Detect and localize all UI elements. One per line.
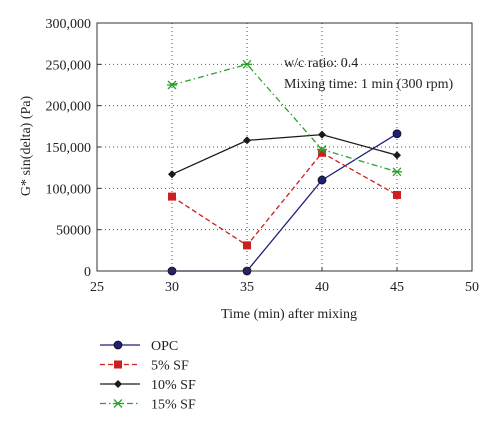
series-line [171, 151, 398, 247]
data-point [167, 80, 177, 90]
legend-item: 15% SF [100, 398, 196, 413]
legend: OPC 5% SF 10% SF 15% SF [100, 339, 196, 413]
legend-label: OPC [151, 339, 178, 354]
x-axis-label: Time (min) after mixing [221, 307, 357, 322]
x-tick-label: 25 [90, 280, 104, 295]
series-2 [168, 130, 401, 179]
series-3 [167, 59, 402, 177]
y-tick-label: 200,000 [46, 100, 92, 115]
series-line [172, 133, 398, 272]
axis-ticks: 25 30 35 40 45 50 0 50000 100,000 150,000 200,000 2… [46, 17, 480, 295]
data-point [393, 190, 401, 199]
y-tick-label: 0 [84, 265, 91, 280]
series-0 [167, 129, 402, 276]
y-tick-label: 50000 [56, 224, 91, 239]
data-point [392, 129, 402, 139]
y-tick-label: 300,000 [46, 17, 92, 32]
data-point [393, 151, 401, 160]
legend-item: 10% SF [100, 378, 196, 393]
legend-swatch-marker [113, 340, 123, 350]
y-tick-label: 250,000 [46, 58, 92, 73]
legend-label: 5% SF [151, 359, 189, 374]
legend-swatch-marker [114, 360, 122, 369]
data-point [168, 170, 176, 179]
x-tick-label: 35 [240, 280, 254, 295]
y-tick-label: 100,000 [46, 182, 92, 197]
legend-item: OPC [100, 339, 178, 354]
data-point [243, 136, 251, 145]
data-point [243, 241, 251, 250]
series-line [171, 63, 398, 173]
grid-lines [97, 23, 472, 271]
x-tick-label: 45 [390, 280, 404, 295]
legend-label: 15% SF [151, 398, 196, 413]
legend-item: 5% SF [100, 359, 189, 374]
annotation-wc-ratio: w/c ratio: 0.4 [284, 56, 358, 71]
legend-swatch-marker [113, 399, 123, 408]
data-point [392, 167, 402, 177]
data-point [317, 175, 327, 185]
data-point [317, 145, 327, 154]
annotation-mixing-time: Mixing time: 1 min (300 rpm) [284, 77, 453, 92]
data-point [318, 148, 326, 157]
data-point [242, 59, 252, 69]
legend-swatch-marker [114, 380, 122, 388]
series-1 [168, 148, 401, 250]
legend-label: 10% SF [151, 378, 196, 393]
x-tick-label: 30 [165, 280, 179, 295]
series-layer [167, 59, 402, 276]
data-point [318, 130, 326, 139]
y-tick-label: 150,000 [46, 141, 92, 156]
data-point [168, 192, 176, 201]
x-tick-label: 50 [465, 280, 479, 295]
series-line [171, 133, 398, 175]
y-axis-label: G* sin(delta) (Pa) [19, 96, 34, 197]
x-tick-label: 40 [315, 280, 329, 295]
